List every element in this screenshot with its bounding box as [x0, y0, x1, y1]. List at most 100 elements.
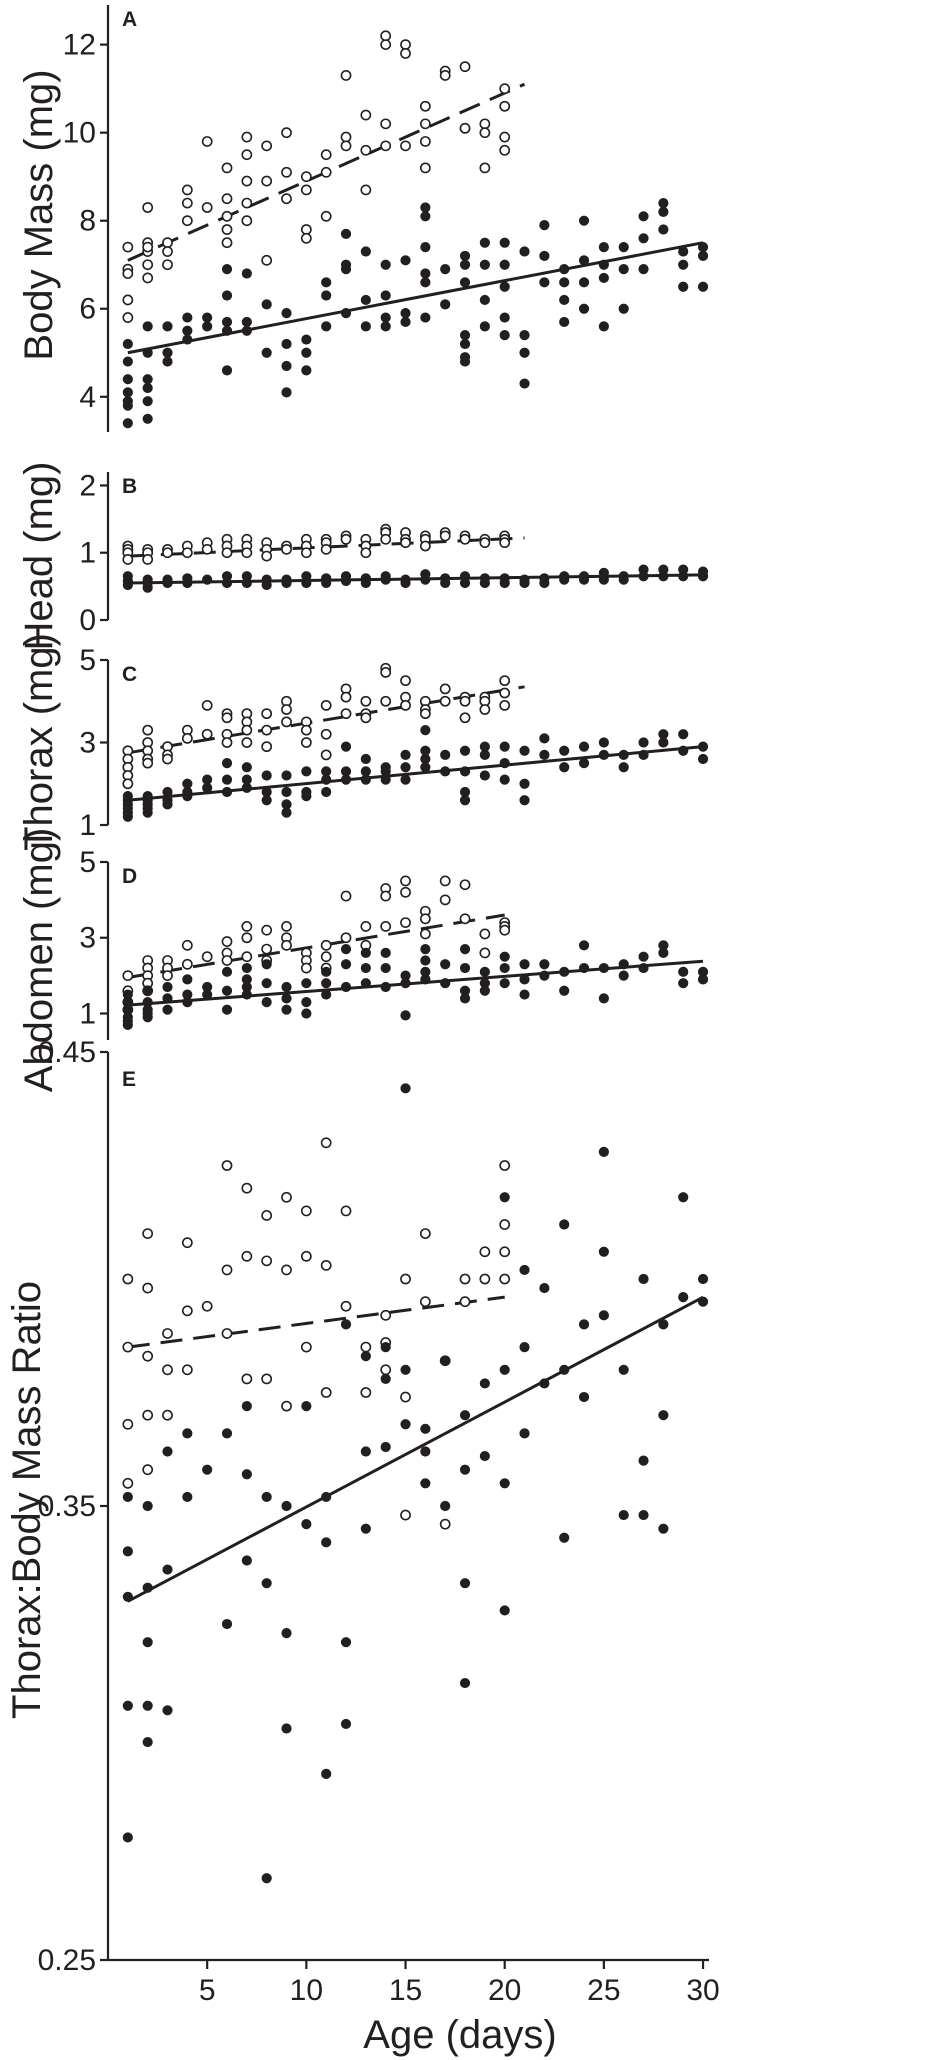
- data-point-open: [241, 149, 253, 161]
- data-point-filled: [638, 962, 649, 974]
- data-point-filled: [658, 1319, 669, 1330]
- data-point-open: [380, 666, 392, 678]
- data-point-open: [340, 131, 352, 143]
- data-point-filled: [578, 574, 590, 585]
- data-point-filled: [122, 811, 133, 822]
- data-point-filled: [598, 737, 609, 748]
- data-point-open: [241, 932, 253, 944]
- x-axis: 5 10 15 20 25 30: [108, 1958, 720, 2007]
- data-point-open: [181, 184, 193, 196]
- data-point-open: [241, 197, 253, 209]
- data-point-filled: [519, 1264, 530, 1276]
- data-point-open: [499, 675, 511, 687]
- data-point-open: [142, 1350, 154, 1362]
- data-point-filled: [182, 325, 193, 336]
- data-point-filled: [678, 745, 689, 756]
- data-point-open: [360, 712, 372, 724]
- data-point-filled: [360, 577, 371, 589]
- data-point-filled: [261, 1873, 272, 1884]
- data-point-filled: [539, 733, 550, 744]
- data-point-open: [281, 1264, 292, 1276]
- data-point-open: [439, 530, 451, 542]
- data-point-filled: [499, 1605, 510, 1616]
- data-point-filled: [499, 978, 510, 989]
- data-point-open: [479, 1273, 491, 1285]
- data-point-open: [499, 83, 511, 95]
- data-point-open: [142, 1228, 154, 1239]
- fit-line-solid: [127, 573, 704, 585]
- data-point-filled: [479, 321, 490, 332]
- data-point-filled: [321, 1537, 332, 1548]
- data-point-open: [162, 547, 173, 559]
- data-point-filled: [658, 1410, 669, 1421]
- data-point-filled: [539, 970, 550, 981]
- data-point-filled: [321, 290, 332, 301]
- data-point-filled: [420, 955, 431, 966]
- data-point-open: [360, 109, 372, 121]
- data-point-filled: [658, 206, 669, 217]
- data-point-filled: [162, 1004, 173, 1015]
- data-point-filled: [321, 577, 332, 589]
- y-axis-label: Abdomen (mg): [17, 828, 61, 1093]
- data-point-filled: [281, 1004, 292, 1015]
- data-point-filled: [281, 807, 292, 818]
- panel-label: D: [122, 865, 137, 888]
- data-point-open: [142, 1464, 154, 1476]
- data-point-open: [479, 928, 491, 940]
- data-point-open: [320, 699, 332, 711]
- data-point-filled: [122, 387, 133, 398]
- data-point-filled: [380, 774, 391, 785]
- data-point-open: [181, 939, 193, 951]
- data-point-filled: [340, 308, 352, 319]
- data-point-filled: [182, 791, 193, 802]
- data-point-filled: [559, 294, 570, 306]
- data-point-open: [261, 741, 273, 753]
- data-point-open: [122, 1477, 134, 1489]
- data-point-filled: [241, 962, 252, 974]
- data-point-filled: [182, 577, 193, 589]
- x-tick-label: 20: [488, 1974, 521, 2007]
- data-point-open: [499, 537, 511, 549]
- data-point-filled: [340, 264, 352, 275]
- data-point-filled: [202, 312, 213, 323]
- x-tick-label: 25: [587, 1974, 620, 2007]
- data-point-open: [479, 704, 491, 715]
- data-point-open: [380, 695, 392, 707]
- data-point-filled: [380, 312, 391, 323]
- data-point-filled: [340, 1637, 352, 1648]
- data-point-open: [241, 737, 253, 748]
- data-point-filled: [519, 1428, 530, 1439]
- data-point-open: [122, 1273, 134, 1285]
- data-point-filled: [142, 807, 153, 818]
- data-point-open: [281, 704, 292, 715]
- data-point-open: [400, 1273, 411, 1285]
- data-point-open: [360, 920, 372, 932]
- data-point-filled: [142, 1500, 153, 1512]
- data-point-open: [400, 675, 411, 687]
- data-point-open: [340, 533, 352, 545]
- data-point-open: [300, 962, 312, 974]
- data-point-open: [162, 259, 173, 271]
- data-point-filled: [539, 1378, 550, 1389]
- data-point-open: [499, 699, 511, 711]
- data-point-filled: [142, 1582, 153, 1593]
- data-point-filled: [598, 259, 609, 270]
- fit-line-solid: [127, 959, 704, 1007]
- data-point-filled: [182, 312, 193, 323]
- data-point-filled: [420, 242, 431, 253]
- data-point-filled: [618, 749, 629, 760]
- data-point-open: [499, 1160, 511, 1171]
- y-axis-label: Thorax:Body Mass Ratio: [5, 1281, 49, 1719]
- data-point-filled: [182, 997, 193, 1008]
- data-point-open: [122, 294, 134, 306]
- data-point-filled: [301, 365, 312, 376]
- data-point-filled: [202, 321, 213, 332]
- data-point-open: [459, 879, 471, 891]
- data-point-filled: [261, 978, 272, 989]
- data-point-filled: [559, 966, 570, 977]
- data-point-open: [181, 1364, 193, 1376]
- data-point-open: [400, 39, 411, 51]
- data-point-filled: [340, 944, 352, 955]
